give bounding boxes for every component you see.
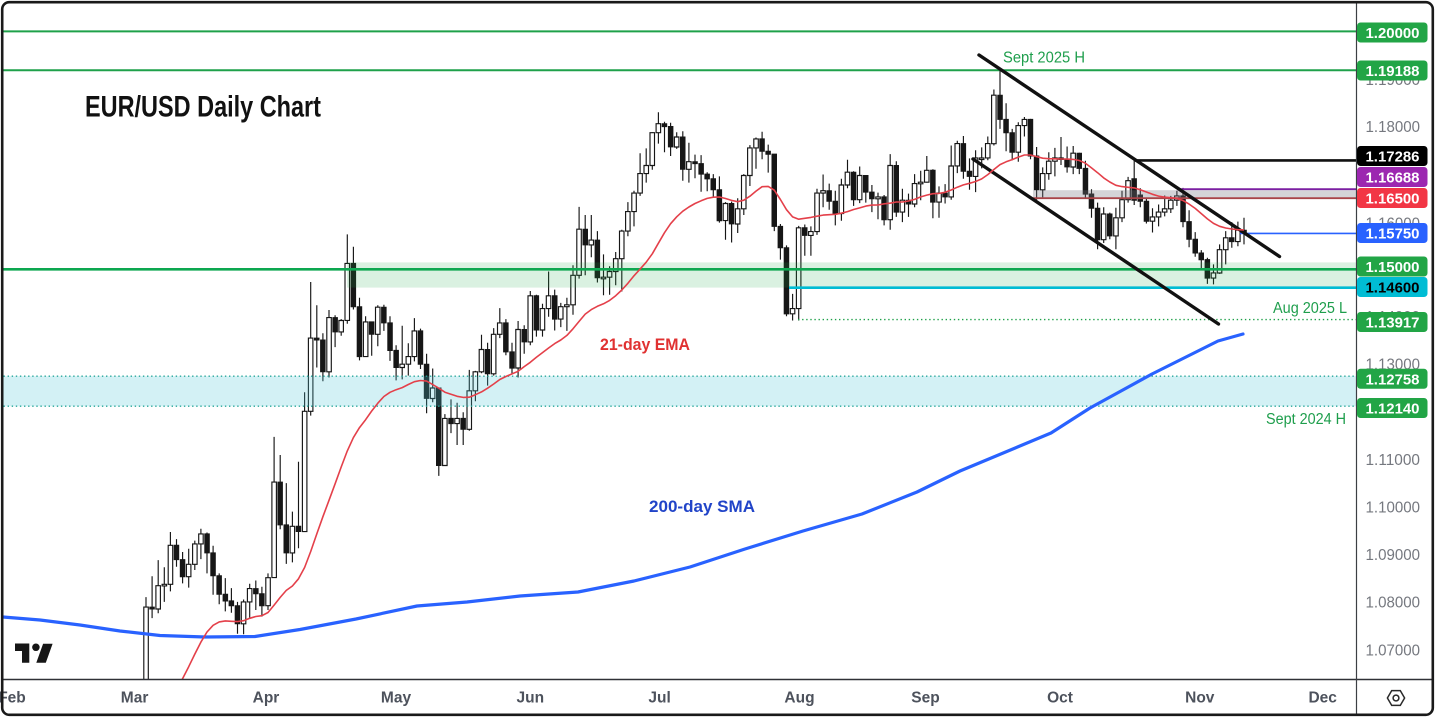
svg-text:1.18000: 1.18000 xyxy=(1366,119,1421,136)
svg-text:1.12140: 1.12140 xyxy=(1366,401,1420,418)
svg-text:Sept 2024 H: Sept 2024 H xyxy=(1266,411,1346,428)
svg-text:1.07000: 1.07000 xyxy=(1366,642,1421,659)
svg-text:1.17286: 1.17286 xyxy=(1366,149,1420,166)
svg-text:1.20000: 1.20000 xyxy=(1366,25,1420,42)
svg-text:Oct: Oct xyxy=(1047,690,1073,707)
svg-text:1.19188: 1.19188 xyxy=(1366,63,1420,80)
svg-text:1.16500: 1.16500 xyxy=(1366,191,1420,208)
svg-text:Aug 2025 L: Aug 2025 L xyxy=(1273,300,1347,317)
svg-text:Mar: Mar xyxy=(121,690,149,707)
svg-text:1.08000: 1.08000 xyxy=(1366,594,1421,611)
svg-text:1.16688: 1.16688 xyxy=(1366,170,1420,187)
svg-text:Nov: Nov xyxy=(1185,690,1215,707)
svg-text:Jul: Jul xyxy=(648,690,670,707)
svg-text:Jun: Jun xyxy=(517,690,545,707)
svg-text:May: May xyxy=(381,690,412,707)
svg-text:1.14600: 1.14600 xyxy=(1366,280,1420,297)
svg-text:1.15000: 1.15000 xyxy=(1366,259,1420,276)
svg-text:Feb: Feb xyxy=(0,690,26,707)
svg-text:1.10000: 1.10000 xyxy=(1366,499,1421,516)
svg-text:EUR/USD Daily Chart: EUR/USD Daily Chart xyxy=(85,91,321,124)
svg-text:Sep: Sep xyxy=(911,690,939,707)
svg-text:Aug: Aug xyxy=(784,690,814,707)
svg-text:Apr: Apr xyxy=(253,690,280,707)
svg-text:1.11000: 1.11000 xyxy=(1366,452,1421,469)
svg-text:1.15750: 1.15750 xyxy=(1366,226,1420,243)
svg-text:Dec: Dec xyxy=(1308,690,1337,707)
svg-text:1.09000: 1.09000 xyxy=(1366,547,1421,564)
svg-text:1.12758: 1.12758 xyxy=(1366,371,1420,388)
svg-text:Sept 2025 H: Sept 2025 H xyxy=(1003,50,1085,67)
svg-text:200-day SMA: 200-day SMA xyxy=(649,498,755,516)
svg-text:1.13917: 1.13917 xyxy=(1366,315,1420,332)
svg-text:21-day EMA: 21-day EMA xyxy=(600,336,690,354)
